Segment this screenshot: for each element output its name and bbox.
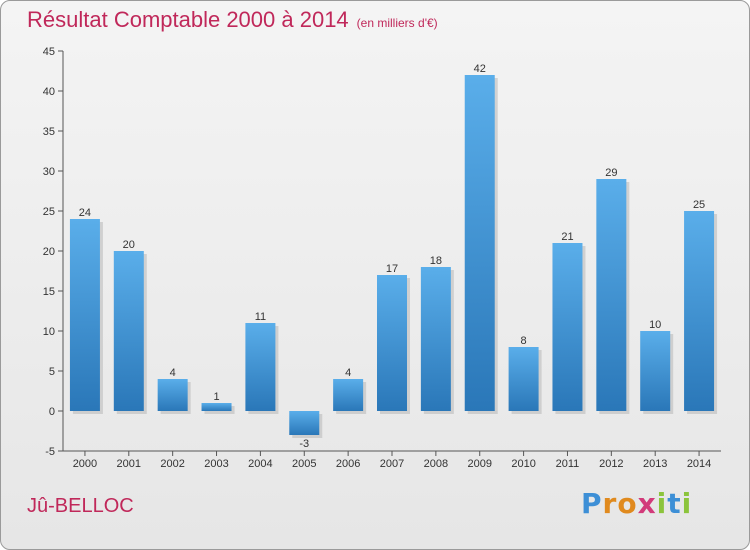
x-tick-label: 2002 bbox=[160, 458, 184, 470]
y-tick-label: 45 bbox=[43, 46, 55, 58]
bar-2011 bbox=[552, 243, 583, 411]
chart-axes: -5 0 5 10 15 20 25 30 35 40 45 2000 2001 2002 2003 2004… bbox=[43, 46, 721, 470]
data-label-2013: 10 bbox=[649, 319, 661, 331]
bar-2014 bbox=[684, 211, 715, 411]
x-tick-label: 2004 bbox=[248, 458, 272, 470]
data-label-2005: -3 bbox=[299, 438, 309, 450]
bar-2010 bbox=[508, 347, 539, 411]
bar-2007 bbox=[377, 275, 407, 411]
data-label-2006: 4 bbox=[345, 367, 351, 379]
data-label-2002: 4 bbox=[170, 367, 176, 379]
chart-subtitle: (en milliers d'€) bbox=[356, 16, 438, 30]
bar-2004 bbox=[245, 323, 276, 411]
x-tick-label: 2000 bbox=[73, 458, 97, 470]
x-tick-label: 2003 bbox=[204, 458, 228, 470]
bar-2002 bbox=[157, 379, 188, 411]
x-tick-label: 2005 bbox=[292, 458, 316, 470]
x-tick-label: 2009 bbox=[467, 458, 491, 470]
x-tick-label: 2012 bbox=[599, 458, 623, 470]
y-tick-label: 15 bbox=[43, 286, 55, 298]
bar-2008 bbox=[420, 267, 451, 411]
bar-2005 bbox=[289, 411, 320, 435]
logo-letter: i bbox=[681, 487, 693, 520]
data-label-2007: 17 bbox=[386, 263, 398, 275]
y-tick-label: -5 bbox=[45, 446, 55, 458]
x-tick-label: 2013 bbox=[643, 458, 667, 470]
logo-letter: o bbox=[617, 487, 638, 520]
y-tick-label: 25 bbox=[43, 206, 55, 218]
bar-2009 bbox=[464, 75, 495, 411]
proxiti-logo: Proxiti bbox=[581, 487, 692, 520]
y-tick-label: 35 bbox=[43, 126, 55, 138]
data-label-2012: 29 bbox=[605, 167, 617, 179]
logo-letter: x bbox=[637, 487, 657, 520]
y-tick-label: 20 bbox=[43, 246, 55, 258]
y-tick-label: 5 bbox=[49, 366, 55, 378]
chart-title-text: Résultat Comptable 2000 à 2014 bbox=[27, 7, 349, 32]
y-tick-label: 40 bbox=[43, 86, 55, 98]
logo-letter: i bbox=[656, 487, 668, 520]
bar-2006 bbox=[333, 379, 364, 411]
x-tick-label: 2008 bbox=[424, 458, 448, 470]
y-tick-label: 0 bbox=[49, 406, 55, 418]
data-label-2009: 42 bbox=[474, 63, 486, 75]
bar-2012 bbox=[596, 179, 627, 411]
y-tick-label: 30 bbox=[43, 166, 55, 178]
location-label: Jû-BELLOC bbox=[27, 495, 134, 517]
data-label-2014: 25 bbox=[693, 199, 705, 211]
bar-2001 bbox=[113, 251, 144, 411]
data-label-2001: 20 bbox=[123, 239, 135, 251]
bar-2003 bbox=[201, 403, 232, 411]
data-label-2003: 1 bbox=[213, 391, 219, 403]
x-tick-label: 2006 bbox=[336, 458, 360, 470]
data-label-2000: 24 bbox=[79, 207, 91, 219]
bar-2000 bbox=[69, 219, 100, 411]
data-label-2008: 18 bbox=[430, 255, 442, 267]
chart-title: Résultat Comptable 2000 à 2014 (en millie… bbox=[27, 7, 438, 33]
bar-2013 bbox=[640, 331, 671, 411]
logo-letter: t bbox=[667, 487, 682, 520]
logo-letter: P bbox=[581, 487, 603, 520]
x-tick-label: 2001 bbox=[117, 458, 141, 470]
x-tick-label: 2007 bbox=[380, 458, 404, 470]
x-tick-label: 2011 bbox=[556, 458, 580, 470]
chart-bars bbox=[69, 75, 718, 438]
data-label-2004: 11 bbox=[255, 311, 266, 323]
data-label-2010: 8 bbox=[521, 335, 527, 347]
x-tick-label: 2010 bbox=[511, 458, 535, 470]
y-tick-label: 10 bbox=[43, 326, 55, 338]
x-tick-label: 2014 bbox=[687, 458, 711, 470]
data-label-2011: 21 bbox=[561, 231, 573, 243]
logo-letter: r bbox=[602, 487, 618, 520]
